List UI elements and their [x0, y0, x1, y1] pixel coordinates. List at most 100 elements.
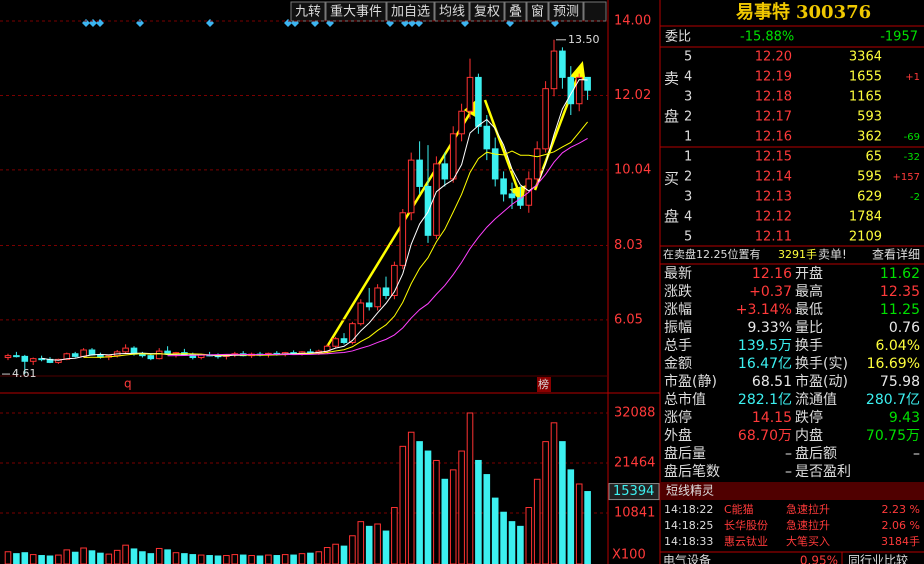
quantity: 595	[857, 170, 882, 185]
toolbar-label[interactable]: 窗	[531, 4, 544, 20]
volume-bar	[248, 555, 255, 564]
side-label: 盘	[664, 208, 679, 226]
event: 急速拉升	[786, 502, 830, 516]
quote-label: 涨幅	[664, 302, 692, 318]
stock[interactable]: 惠云钛业	[724, 534, 768, 548]
price: 12.19	[755, 70, 792, 85]
quote-value: 68.70万	[738, 428, 792, 444]
quote-value: 0.76	[889, 320, 920, 336]
candle-body	[63, 353, 71, 360]
stock[interactable]: C能猫	[724, 502, 754, 516]
volume-bar	[550, 422, 558, 564]
candle-body	[483, 125, 491, 150]
price: 12.17	[755, 110, 792, 125]
candle-body	[349, 323, 356, 343]
quote-value: 282.1亿	[738, 392, 792, 408]
candle-body	[391, 264, 398, 296]
toolbar-button[interactable]	[504, 1, 527, 22]
value: 2.23 %	[882, 503, 920, 516]
level: 5	[684, 230, 692, 245]
volume-bar	[525, 507, 533, 564]
volume-bar	[13, 553, 20, 564]
quote-value: 16.69%	[867, 356, 920, 372]
volume-bar	[567, 469, 575, 564]
value: 3184手	[881, 534, 920, 548]
stock-code: 300376	[796, 2, 871, 23]
value: 2.06 %	[882, 519, 920, 532]
candle-body	[416, 159, 423, 187]
volume-bar	[256, 555, 264, 564]
toolbar-button[interactable]	[526, 1, 549, 22]
toolbar-label[interactable]: 叠	[509, 5, 522, 20]
candle-body	[122, 347, 129, 353]
toolbar-label[interactable]: 重大事件	[330, 4, 382, 20]
volume-bar	[500, 511, 507, 564]
toolbar-label[interactable]: 九转	[295, 5, 321, 20]
candle-body	[80, 349, 87, 357]
toolbar-label[interactable]: 加自选	[391, 5, 430, 20]
volume-bar	[181, 553, 188, 564]
candle-body	[374, 287, 381, 308]
notice-text: 在卖盘12.25位置有	[663, 247, 761, 261]
candle-body	[71, 353, 79, 357]
volume-bar	[433, 459, 440, 564]
arrows	[323, 61, 586, 351]
quote-label: 流通值	[795, 392, 837, 408]
sprite-header	[661, 482, 924, 500]
quote-label: 跌停	[795, 409, 823, 426]
quote-label: 盘后额	[795, 445, 837, 462]
change: +1	[905, 72, 920, 83]
quote-value: 9.33%	[748, 320, 792, 336]
level: 3	[684, 90, 692, 105]
industry-compare[interactable]: 同行业比较	[848, 553, 908, 564]
volume-bar	[281, 554, 289, 564]
quote-label: 市盈(动)	[795, 373, 848, 390]
volume-bar	[449, 469, 457, 564]
candle-body	[55, 358, 62, 363]
candle-body	[475, 76, 482, 127]
time: 14:18:25	[664, 519, 713, 532]
candle-body	[332, 338, 339, 347]
volume-bar	[315, 551, 323, 564]
quote-label: 盘后量	[664, 445, 706, 462]
volume-bar	[223, 555, 230, 564]
price: 12.12	[755, 210, 792, 225]
change: +157	[893, 172, 920, 183]
volume-bar	[332, 543, 339, 564]
volume-bar	[517, 525, 524, 564]
quote-value: –	[913, 446, 920, 462]
volume-bar	[491, 497, 499, 564]
volume-bar	[265, 554, 272, 564]
volume-bar	[63, 549, 71, 564]
toolbar-icons[interactable]	[583, 1, 607, 22]
quote-value: 9.43	[889, 410, 920, 426]
quote-value: 6.04%	[876, 338, 920, 354]
price: 12.11	[755, 230, 792, 245]
toolbar-label[interactable]: 均线	[439, 5, 465, 20]
volume-bar	[239, 554, 247, 564]
candle-body	[533, 148, 541, 180]
volume-bar	[533, 478, 541, 564]
level: 2	[684, 170, 692, 185]
stock[interactable]: 长华股份	[724, 518, 768, 532]
volume-bar	[71, 551, 79, 564]
volume-bar	[475, 459, 482, 564]
volume-bar	[189, 554, 197, 564]
quote-value: 14.15	[752, 410, 792, 426]
change: -2	[910, 192, 920, 203]
quote-label: 涨停	[664, 409, 692, 426]
toolbar-label[interactable]: 复权	[474, 4, 500, 20]
price: 12.20	[755, 50, 792, 65]
candle-body	[88, 349, 96, 356]
quantity: 1165	[849, 90, 882, 105]
candle-body	[164, 350, 171, 355]
event: 大笔买入	[786, 534, 830, 548]
notice-link[interactable]: 查看详细	[872, 247, 920, 262]
volume-bar	[575, 483, 583, 564]
volume-tick-label: 10841	[614, 505, 655, 520]
candle-body	[155, 350, 163, 360]
quote-value: +3.14%	[736, 302, 792, 318]
quote-label: 换手	[795, 337, 823, 354]
toolbar-label[interactable]: 预测	[553, 5, 579, 20]
